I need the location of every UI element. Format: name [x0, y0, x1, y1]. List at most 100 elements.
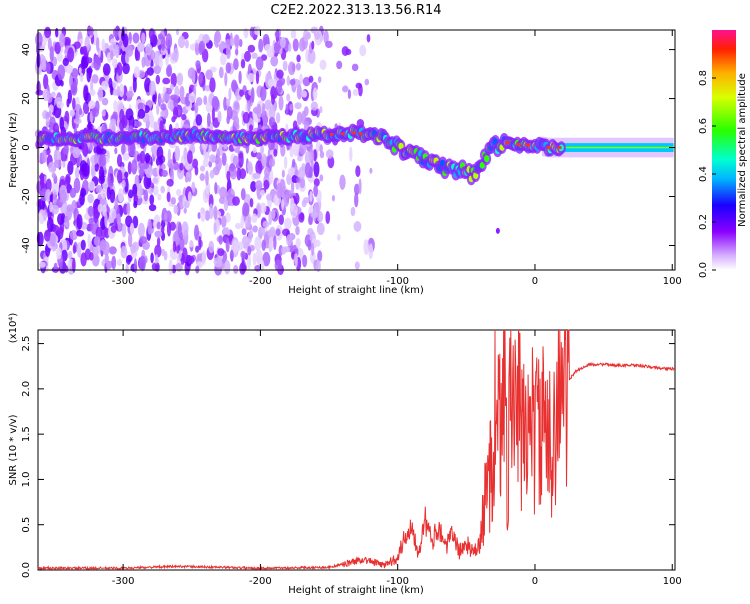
snr-ylabel: SNR (10 * v/v) — [8, 414, 19, 485]
noise-speck — [293, 253, 298, 265]
noise-speck — [45, 62, 51, 75]
noise-speck — [45, 178, 52, 193]
noise-speck — [319, 174, 324, 182]
noise-speck — [162, 86, 167, 94]
noise-speck — [312, 87, 318, 101]
noise-speck — [203, 95, 208, 106]
noise-speck — [285, 103, 289, 115]
noise-speck — [179, 162, 184, 171]
noise-speck — [208, 154, 217, 163]
noise-speck — [167, 101, 174, 110]
noise-speck — [233, 115, 240, 128]
noise-speck — [240, 58, 246, 69]
noise-speck — [132, 77, 137, 93]
noise-speck — [195, 42, 199, 53]
noise-speck — [80, 239, 86, 251]
stray-speck — [495, 227, 500, 234]
noise-speck — [176, 72, 184, 86]
ridge-hotspot — [546, 145, 551, 150]
noise-speck — [38, 261, 46, 268]
noise-speck — [247, 245, 252, 256]
noise-speck — [270, 44, 275, 58]
noise-speck — [41, 149, 47, 164]
noise-speck — [358, 178, 362, 195]
noise-speck — [82, 142, 89, 158]
noise-speck — [188, 92, 196, 104]
spectrogram-ridge — [36, 123, 675, 234]
noise-speck — [134, 120, 142, 128]
noise-speck — [139, 255, 146, 272]
noise-speck — [170, 197, 177, 205]
noise-speck — [196, 97, 203, 106]
noise-speck — [131, 159, 138, 175]
noise-speck — [87, 26, 94, 36]
noise-speck — [278, 214, 284, 226]
noise-speck — [295, 237, 301, 249]
noise-speck — [174, 145, 181, 162]
noise-speck — [99, 148, 107, 155]
noise-speck — [53, 159, 62, 169]
noise-speck — [294, 102, 302, 110]
noise-speck — [254, 264, 261, 272]
noise-speck — [62, 160, 66, 168]
noise-speck — [239, 168, 247, 180]
noise-speck — [58, 226, 64, 240]
noise-speck — [242, 202, 250, 217]
noise-speck — [96, 37, 100, 52]
spectrogram-x-axis: -300 -200 -100 0 100 — [112, 30, 682, 287]
noise-speck — [304, 151, 312, 165]
noise-speck — [232, 196, 240, 206]
noise-speck — [263, 179, 270, 190]
noise-speck — [169, 250, 178, 260]
noise-speck — [155, 262, 160, 272]
noise-speck — [148, 204, 157, 212]
noise-speck — [43, 229, 51, 242]
noise-speck — [126, 45, 134, 57]
noise-speck — [270, 55, 279, 67]
noise-speck — [359, 44, 367, 57]
noise-speck — [299, 176, 306, 189]
noise-speck — [255, 56, 264, 71]
noise-speck — [121, 143, 126, 156]
noise-speck — [261, 103, 266, 116]
noise-speck — [311, 242, 315, 256]
noise-speck — [276, 69, 284, 79]
noise-speck — [126, 202, 131, 216]
noise-speck — [235, 241, 244, 251]
noise-speck — [116, 62, 123, 76]
noise-speck — [169, 221, 177, 231]
noise-speck — [161, 169, 168, 178]
noise-speck — [235, 48, 239, 56]
noise-speck — [148, 28, 155, 41]
noise-speck — [98, 154, 106, 167]
noise-speck — [173, 47, 179, 63]
noise-speck — [267, 78, 276, 88]
noise-speck — [170, 94, 178, 101]
noise-speck — [124, 171, 129, 179]
noise-speck — [189, 240, 194, 248]
noise-speck — [114, 197, 118, 212]
noise-speck — [273, 235, 277, 251]
noise-speck — [173, 204, 179, 215]
noise-speck — [36, 147, 41, 164]
noise-speck — [290, 203, 298, 218]
noise-speck — [198, 235, 202, 251]
noise-speck — [251, 52, 258, 59]
noise-speck — [88, 217, 95, 225]
noise-speck — [247, 44, 256, 53]
noise-speck — [226, 44, 231, 60]
noise-speck — [286, 234, 293, 247]
y-tick-label: 20 — [21, 92, 32, 105]
noise-speck — [253, 25, 261, 36]
noise-speck — [111, 210, 117, 220]
noise-speck — [51, 172, 56, 179]
noise-speck — [76, 230, 85, 237]
noise-speck — [195, 60, 201, 69]
noise-speck — [205, 170, 209, 186]
colorbar-tick-label: 0.8 — [698, 70, 709, 86]
noise-speck — [231, 239, 239, 254]
noise-speck — [176, 188, 182, 197]
noise-speck — [292, 158, 296, 168]
noise-speck — [319, 144, 323, 153]
noise-speck — [163, 93, 171, 101]
